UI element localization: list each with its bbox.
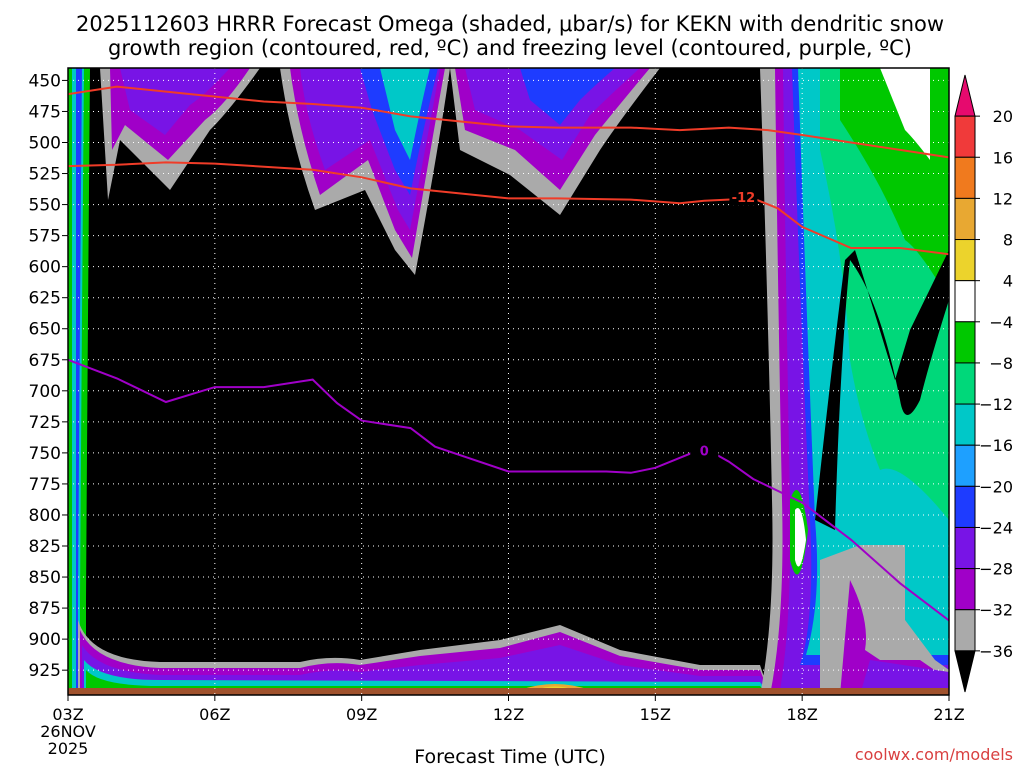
shade-left-edge <box>68 68 90 690</box>
y-axis: 450 475 500 525 550 575 600 625 650 675 700 725 750 7… <box>29 71 68 681</box>
colorbar-segment <box>954 197 976 241</box>
colorbar-label: −28 <box>979 560 1013 579</box>
colorbar-segment <box>954 115 976 158</box>
contour-line-1 <box>68 161 949 256</box>
colorbar-label: 4 <box>1003 272 1013 291</box>
y-tick-label: 725 <box>29 413 61 433</box>
plot-area: -12 0 <box>68 68 949 695</box>
y-tick-label: 775 <box>29 475 61 495</box>
colorbar-arrow-bottom <box>954 650 976 693</box>
y-tick-label: 600 <box>29 258 61 278</box>
colorbar-label: 16 <box>993 148 1013 167</box>
x-axis: 03Z 06Z 09Z 12Z 15Z 18Z 21Z <box>52 695 965 724</box>
contour-label-bg <box>690 442 719 459</box>
colorbar-label: −24 <box>979 518 1013 537</box>
x-axis-label: Forecast Time (UTC) <box>414 746 605 768</box>
x-tick-label: 09Z <box>346 705 377 724</box>
x-date-line2: 2025 <box>48 739 89 758</box>
colorbar-label: −32 <box>979 601 1013 620</box>
chart-title-line2: growth region (contoured, red, ºC) and f… <box>108 36 912 60</box>
colorbar-label: 8 <box>1003 231 1013 250</box>
contour-line-2 <box>68 358 949 622</box>
colorbar: 20 16 12 8 4 −4 −8 −12 −16 −20 −24 −28 −32 −36 <box>954 74 1013 693</box>
x-tick-label: 06Z <box>199 705 230 724</box>
colorbar-segment <box>954 485 976 528</box>
y-tick-label: 625 <box>29 289 61 309</box>
colorbar-segment <box>954 444 976 487</box>
y-tick-label: 900 <box>29 630 61 650</box>
y-tick-label: 750 <box>29 444 61 464</box>
colorbar-segment <box>954 362 976 405</box>
shade-right-column <box>760 68 949 695</box>
colorbar-segment <box>954 403 976 446</box>
colorbar-label: −16 <box>979 436 1013 455</box>
y-tick-label: 825 <box>29 537 61 557</box>
credit-text: coolwx.com/models <box>855 745 1013 764</box>
colorbar-segment <box>954 568 976 611</box>
contour-label-bg <box>729 189 758 206</box>
x-tick-label: 18Z <box>787 705 818 724</box>
colorbar-label: 12 <box>993 189 1013 208</box>
colorbar-segment <box>954 156 976 199</box>
surface-strip <box>68 688 949 695</box>
y-tick-label: 850 <box>29 568 61 588</box>
y-tick-label: 700 <box>29 382 61 402</box>
shade-upper-lobes <box>100 68 660 275</box>
y-tick-label: 575 <box>29 227 61 247</box>
colorbar-segment <box>954 321 976 364</box>
y-tick-label: 925 <box>29 661 61 681</box>
y-tick-label: 800 <box>29 506 61 526</box>
y-tick-label: 875 <box>29 599 61 619</box>
grid-lines <box>68 68 949 695</box>
colorbar-arrow-top <box>954 74 976 117</box>
colorbar-label: 20 <box>993 107 1013 126</box>
y-tick-label: 500 <box>29 133 61 153</box>
y-tick-label: 550 <box>29 196 61 216</box>
x-tick-label: 21Z <box>933 705 964 724</box>
x-tick-label: 12Z <box>493 705 524 724</box>
x-tick-label: 03Z <box>52 705 83 724</box>
colorbar-label: −4 <box>989 313 1013 332</box>
y-tick-label: 475 <box>29 102 61 122</box>
colorbar-segment <box>954 280 976 323</box>
contour-lines: -12 0 <box>68 85 949 622</box>
contour-line-0 <box>68 85 949 159</box>
y-tick-label: 650 <box>29 320 61 340</box>
contour-label: -12 <box>732 191 756 206</box>
colorbar-segment <box>954 239 976 282</box>
y-tick-label: 675 <box>29 351 61 371</box>
contour-label: 0 <box>700 444 709 459</box>
colorbar-segment <box>954 609 976 652</box>
chart-title-line1: 2025112603 HRRR Forecast Omega (shaded, … <box>76 12 944 36</box>
y-tick-label: 525 <box>29 165 61 185</box>
colorbar-label: −20 <box>979 477 1013 496</box>
y-tick-label: 450 <box>29 71 61 91</box>
colorbar-label: −36 <box>979 642 1013 661</box>
colorbar-segment <box>954 526 976 570</box>
colorbar-label: −8 <box>989 354 1013 373</box>
colorbar-label: −12 <box>979 395 1013 414</box>
x-date-line1: 26NOV <box>40 722 96 741</box>
x-tick-label: 15Z <box>640 705 671 724</box>
